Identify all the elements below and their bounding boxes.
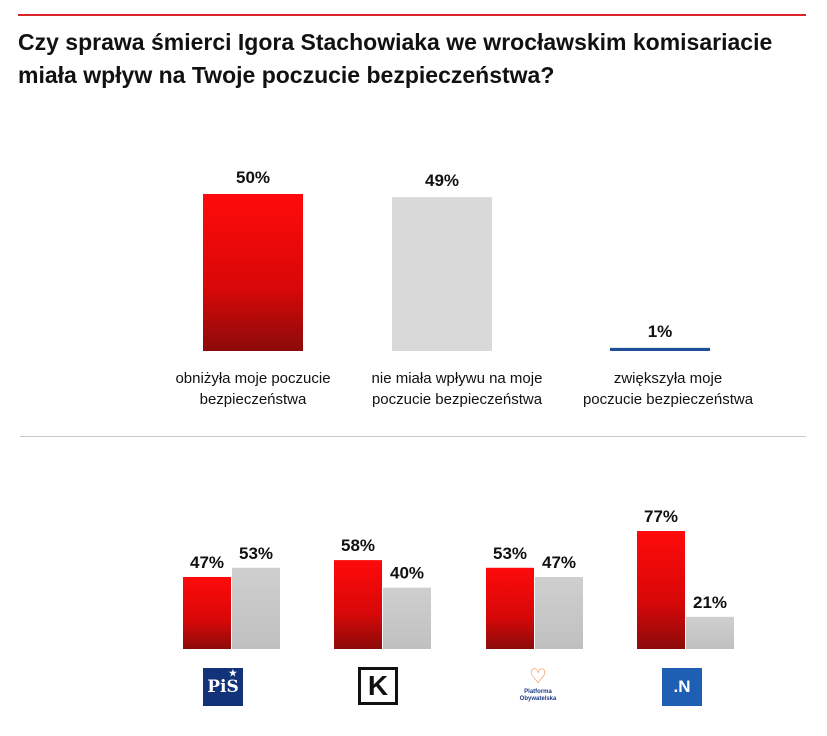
bar — [203, 194, 303, 351]
heart-icon: ♡ — [529, 666, 547, 688]
bar — [610, 347, 710, 351]
bar — [383, 587, 431, 649]
party-bar-chart: 47% 58% 53% 77% 53% 40% 47% 21% — [183, 507, 734, 649]
category-label-line: poczucie bezpieczeństwa — [371, 391, 543, 408]
bar — [183, 576, 231, 649]
chart-title: Czy sprawa śmierci Igora Stachowiaka we … — [18, 29, 773, 88]
kukiz-logo: K — [358, 667, 398, 705]
star-icon: ★ — [228, 669, 237, 679]
category-label: zwiększyła moje poczucie bezpieczeństwa — [568, 368, 768, 410]
bar — [392, 197, 492, 351]
bar — [686, 616, 734, 649]
po-logo: ♡ Platforma Obywatelska — [514, 665, 562, 709]
data-label: 50% — [236, 168, 270, 187]
data-label: 1% — [648, 322, 673, 341]
data-label: 47% — [542, 553, 576, 572]
data-label: 21% — [693, 593, 727, 612]
category-label-line: nie miała wpływu na moje — [371, 370, 543, 387]
top-bar-chart: 50% 49% 1% — [203, 168, 710, 351]
data-label: 40% — [390, 564, 424, 583]
bar — [232, 567, 280, 649]
category-label-line: poczucie bezpieczeństwa — [582, 391, 754, 408]
bar — [486, 567, 534, 649]
category-label-line: zwiększyła moje — [613, 370, 723, 387]
nowoczesna-logo-text: .N — [673, 677, 691, 696]
section-divider — [20, 436, 806, 437]
category-label: obniżyła moje poczucie bezpieczeństwa — [158, 368, 348, 410]
category-label-line: obniżyła moje poczucie — [175, 370, 331, 387]
data-label: 53% — [493, 544, 527, 563]
pis-logo-text: PiS — [207, 677, 239, 697]
top-rule — [18, 14, 806, 16]
bar — [637, 531, 685, 649]
category-label-line: bezpieczeństwa — [199, 391, 307, 408]
category-label: nie miała wpływu na moje poczucie bezpiec… — [352, 368, 562, 410]
bar — [535, 576, 583, 649]
bar — [334, 560, 382, 649]
data-label: 53% — [239, 544, 273, 563]
kukiz-logo-text: K — [367, 670, 389, 701]
po-logo-text: Platforma Obywatelska — [519, 689, 557, 702]
data-label: 47% — [190, 553, 224, 572]
nowoczesna-logo: .N — [662, 668, 702, 706]
pis-logo: ★ PiS — [203, 668, 243, 706]
data-label: 49% — [425, 171, 459, 190]
data-label: 77% — [644, 507, 678, 526]
data-label: 58% — [341, 536, 375, 555]
